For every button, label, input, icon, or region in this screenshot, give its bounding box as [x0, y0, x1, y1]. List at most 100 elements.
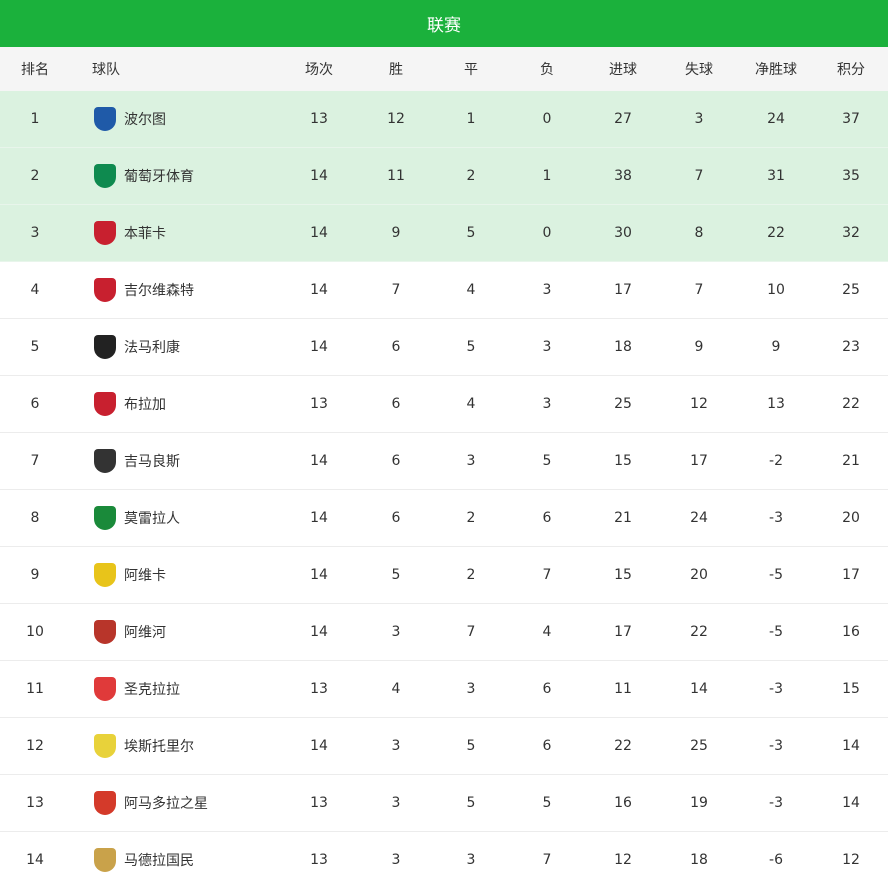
cell-gf: 21 — [614, 510, 632, 526]
cell-pts: 16 — [842, 624, 860, 640]
team-cell[interactable]: 莫雷拉人 — [92, 490, 180, 546]
cell-gd: -3 — [769, 795, 783, 811]
team-name: 布拉加 — [124, 397, 166, 413]
cell-ga: 7 — [694, 168, 704, 184]
cell-played: 13 — [310, 111, 328, 127]
cell-pts: 20 — [842, 510, 860, 526]
nacional-crest-icon — [92, 846, 118, 874]
cell-lost: 3 — [542, 282, 552, 298]
cell-played: 13 — [310, 396, 328, 412]
table-row[interactable]: 10 14 3 7 4 17 22 -5 16 阿维河 — [0, 604, 888, 661]
cell-gf: 38 — [614, 168, 632, 184]
cell-gf: 15 — [614, 567, 632, 583]
cell-gd: 22 — [767, 225, 785, 241]
cell-pts: 23 — [842, 339, 860, 355]
team-cell[interactable]: 马德拉国民 — [92, 832, 194, 885]
cell-rank: 7 — [30, 453, 40, 469]
estoril-crest-icon — [92, 732, 118, 760]
table-row[interactable]: 13 13 3 5 5 16 19 -3 14 阿马多拉之星 — [0, 775, 888, 832]
cell-ga: 18 — [690, 852, 708, 868]
team-cell[interactable]: 阿马多拉之星 — [92, 775, 208, 831]
cell-ga: 20 — [690, 567, 708, 583]
table-row[interactable]: 4 14 7 4 3 17 7 10 25 吉尔维森特 — [0, 262, 888, 319]
cell-lost: 5 — [542, 795, 552, 811]
team-name: 法马利康 — [124, 340, 180, 356]
porto-crest-icon — [92, 105, 118, 133]
cell-rank: 13 — [26, 795, 44, 811]
cell-drawn: 4 — [466, 282, 476, 298]
team-cell[interactable]: 埃斯托里尔 — [92, 718, 194, 774]
cell-pts: 25 — [842, 282, 860, 298]
rio-ave-crest-icon — [92, 618, 118, 646]
cell-pts: 22 — [842, 396, 860, 412]
benfica-crest-icon — [92, 219, 118, 247]
cell-rank: 4 — [30, 282, 40, 298]
cell-pts: 12 — [842, 852, 860, 868]
team-cell[interactable]: 葡萄牙体育 — [92, 148, 194, 204]
cell-lost: 6 — [542, 738, 552, 754]
table-row[interactable]: 7 14 6 3 5 15 17 -2 21 吉马良斯 — [0, 433, 888, 490]
team-cell[interactable]: 吉尔维森特 — [92, 262, 194, 318]
cell-gf: 17 — [614, 624, 632, 640]
team-cell[interactable]: 阿维卡 — [92, 547, 166, 603]
col-gf: 进球 — [609, 62, 637, 78]
col-rank: 排名 — [21, 62, 49, 78]
team-cell[interactable]: 法马利康 — [92, 319, 180, 375]
team-cell[interactable]: 吉马良斯 — [92, 433, 180, 489]
cell-won: 5 — [391, 567, 401, 583]
table-row[interactable]: 6 13 6 4 3 25 12 13 22 布拉加 — [0, 376, 888, 433]
team-name: 阿马多拉之星 — [124, 796, 208, 812]
cell-won: 6 — [391, 339, 401, 355]
table-row[interactable]: 5 14 6 5 3 18 9 9 23 法马利康 — [0, 319, 888, 376]
cell-played: 14 — [310, 453, 328, 469]
cell-gd: -3 — [769, 681, 783, 697]
cell-drawn: 3 — [466, 681, 476, 697]
cell-won: 3 — [391, 738, 401, 754]
table-row[interactable]: 14 13 3 3 7 12 18 -6 12 马德拉国民 — [0, 832, 888, 885]
table-row[interactable]: 12 14 3 5 6 22 25 -3 14 埃斯托里尔 — [0, 718, 888, 775]
arouca-crest-icon — [92, 561, 118, 589]
table-row[interactable]: 8 14 6 2 6 21 24 -3 20 莫雷拉人 — [0, 490, 888, 547]
team-cell[interactable]: 本菲卡 — [92, 205, 166, 261]
team-cell[interactable]: 阿维河 — [92, 604, 166, 660]
cell-won: 3 — [391, 795, 401, 811]
cell-gf: 15 — [614, 453, 632, 469]
cell-lost: 5 — [542, 453, 552, 469]
famalicao-crest-icon — [92, 333, 118, 361]
team-cell[interactable]: 波尔图 — [92, 91, 166, 147]
column-header-row: 排名 球队 场次 胜 平 负 进球 失球 净胜球 积分 — [0, 47, 888, 91]
table-row[interactable]: 1 13 12 1 0 27 3 24 37 波尔图 — [0, 91, 888, 148]
table-row[interactable]: 3 14 9 5 0 30 8 22 32 本菲卡 — [0, 205, 888, 262]
cell-gd: -3 — [769, 510, 783, 526]
cell-drawn: 3 — [466, 453, 476, 469]
cell-drawn: 1 — [466, 111, 476, 127]
cell-won: 11 — [387, 168, 405, 184]
team-name: 吉尔维森特 — [124, 283, 194, 299]
cell-played: 14 — [310, 168, 328, 184]
cell-played: 14 — [310, 339, 328, 355]
team-name: 阿维河 — [124, 625, 166, 641]
team-cell[interactable]: 圣克拉拉 — [92, 661, 180, 717]
team-cell[interactable]: 布拉加 — [92, 376, 166, 432]
cell-played: 14 — [310, 567, 328, 583]
cell-rank: 12 — [26, 738, 44, 754]
cell-rank: 14 — [26, 852, 44, 868]
cell-pts: 17 — [842, 567, 860, 583]
table-row[interactable]: 11 13 4 3 6 11 14 -3 15 圣克拉拉 — [0, 661, 888, 718]
cell-won: 4 — [391, 681, 401, 697]
cell-ga: 24 — [690, 510, 708, 526]
cell-lost: 3 — [542, 339, 552, 355]
cell-rank: 1 — [30, 111, 40, 127]
table-row[interactable]: 2 14 11 2 1 38 7 31 35 葡萄牙体育 — [0, 148, 888, 205]
cell-gf: 27 — [614, 111, 632, 127]
cell-ga: 3 — [694, 111, 704, 127]
cell-played: 14 — [310, 738, 328, 754]
cell-rank: 8 — [30, 510, 40, 526]
cell-won: 7 — [391, 282, 401, 298]
cell-pts: 14 — [842, 738, 860, 754]
cell-gf: 16 — [614, 795, 632, 811]
cell-drawn: 2 — [466, 567, 476, 583]
braga-crest-icon — [92, 390, 118, 418]
table-row[interactable]: 9 14 5 2 7 15 20 -5 17 阿维卡 — [0, 547, 888, 604]
